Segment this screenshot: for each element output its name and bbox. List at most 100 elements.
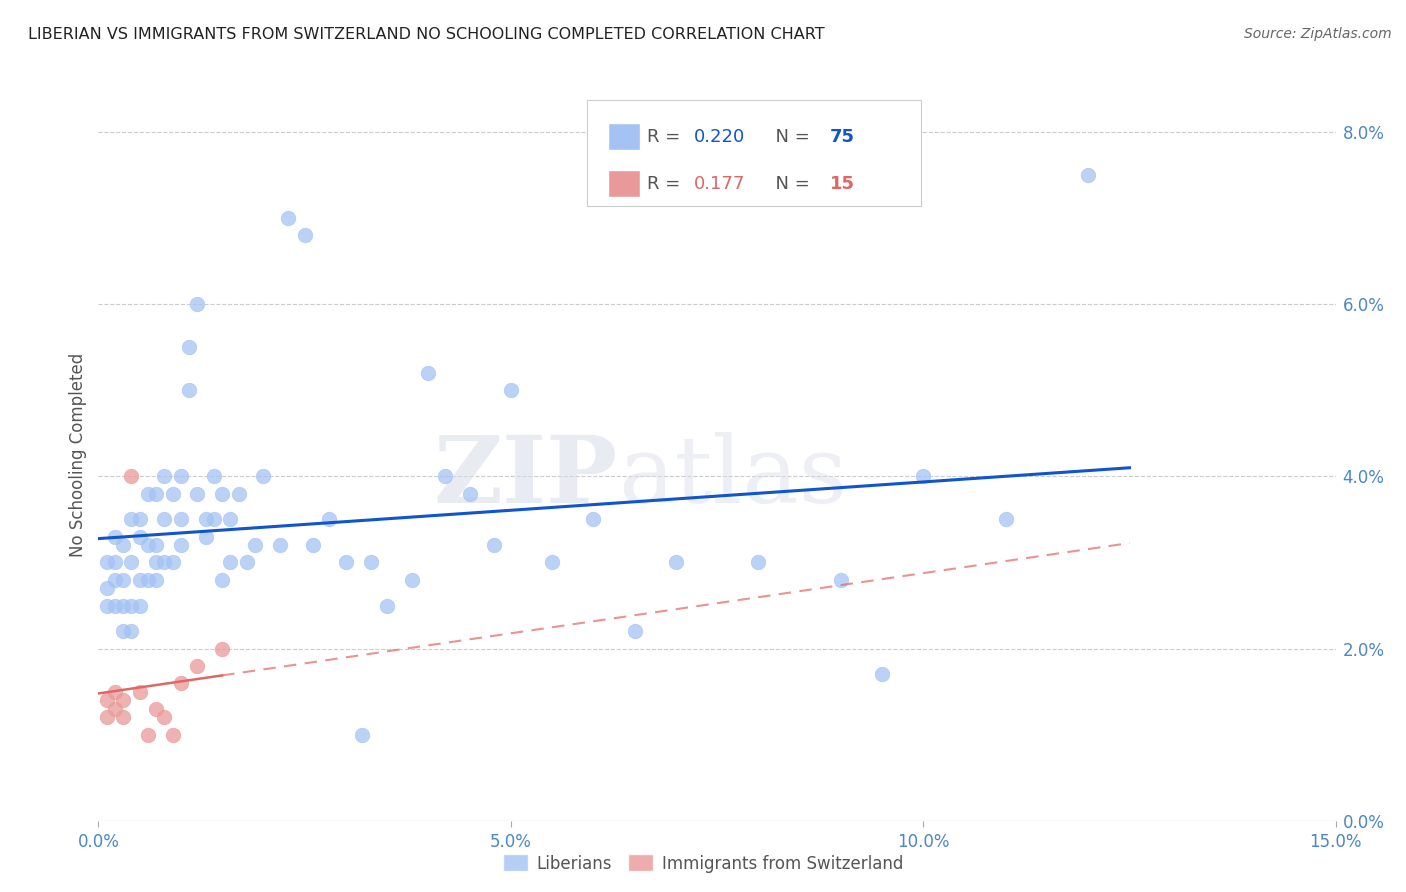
- Point: [112, 710, 135, 724]
- Text: R =: R =: [647, 176, 686, 194]
- Point: [228, 486, 250, 500]
- Point: [219, 556, 242, 570]
- Point: [120, 512, 142, 526]
- Point: [170, 538, 193, 552]
- Point: [104, 684, 127, 698]
- Point: [96, 556, 118, 570]
- Point: [170, 469, 193, 483]
- Point: [541, 556, 564, 570]
- Point: [484, 538, 506, 552]
- Point: [318, 512, 340, 526]
- Text: 15: 15: [830, 176, 855, 194]
- Point: [104, 556, 127, 570]
- Point: [433, 469, 456, 483]
- Point: [120, 624, 142, 639]
- Point: [870, 667, 893, 681]
- Point: [136, 538, 159, 552]
- Point: [145, 486, 167, 500]
- Point: [136, 573, 159, 587]
- Text: R =: R =: [647, 128, 686, 145]
- Point: [96, 693, 118, 707]
- Point: [136, 486, 159, 500]
- Point: [202, 469, 225, 483]
- Point: [112, 573, 135, 587]
- Point: [1077, 168, 1099, 182]
- Point: [112, 624, 135, 639]
- Text: N =: N =: [763, 128, 815, 145]
- Point: [623, 624, 645, 639]
- Text: ZIP: ZIP: [434, 432, 619, 522]
- Point: [104, 599, 127, 613]
- Point: [194, 530, 217, 544]
- Text: LIBERIAN VS IMMIGRANTS FROM SWITZERLAND NO SCHOOLING COMPLETED CORRELATION CHART: LIBERIAN VS IMMIGRANTS FROM SWITZERLAND …: [28, 27, 825, 42]
- Point: [302, 538, 325, 552]
- Point: [170, 676, 193, 690]
- Point: [96, 710, 118, 724]
- Point: [153, 512, 176, 526]
- Point: [128, 573, 150, 587]
- Text: 0.220: 0.220: [693, 128, 745, 145]
- Point: [211, 573, 233, 587]
- Point: [194, 512, 217, 526]
- Point: [458, 486, 481, 500]
- Point: [202, 512, 225, 526]
- Point: [120, 599, 142, 613]
- Point: [128, 684, 150, 698]
- FancyBboxPatch shape: [609, 124, 640, 150]
- Point: [830, 573, 852, 587]
- Text: N =: N =: [763, 176, 815, 194]
- Point: [375, 599, 398, 613]
- Point: [112, 538, 135, 552]
- Point: [104, 702, 127, 716]
- Point: [179, 384, 201, 398]
- Point: [277, 211, 299, 226]
- Point: [170, 512, 193, 526]
- Point: [360, 556, 382, 570]
- Point: [104, 530, 127, 544]
- Point: [243, 538, 266, 552]
- FancyBboxPatch shape: [588, 100, 921, 206]
- Point: [162, 556, 184, 570]
- Point: [912, 469, 935, 483]
- Point: [186, 297, 208, 311]
- Point: [145, 573, 167, 587]
- Legend: Liberians, Immigrants from Switzerland: Liberians, Immigrants from Switzerland: [496, 847, 910, 880]
- Point: [145, 538, 167, 552]
- Point: [582, 512, 605, 526]
- Point: [665, 556, 688, 570]
- Point: [179, 340, 201, 354]
- Point: [252, 469, 274, 483]
- Point: [418, 366, 440, 380]
- Point: [96, 599, 118, 613]
- Point: [120, 469, 142, 483]
- Point: [153, 710, 176, 724]
- Point: [104, 573, 127, 587]
- Point: [145, 702, 167, 716]
- Point: [186, 658, 208, 673]
- Point: [120, 556, 142, 570]
- Point: [128, 512, 150, 526]
- Y-axis label: No Schooling Completed: No Schooling Completed: [69, 353, 87, 557]
- Point: [128, 530, 150, 544]
- Point: [136, 728, 159, 742]
- Point: [994, 512, 1017, 526]
- Point: [335, 556, 357, 570]
- Point: [236, 556, 259, 570]
- Point: [162, 728, 184, 742]
- Point: [294, 228, 316, 243]
- Point: [499, 384, 522, 398]
- Point: [145, 556, 167, 570]
- Text: 75: 75: [830, 128, 855, 145]
- Point: [352, 728, 374, 742]
- Point: [153, 556, 176, 570]
- Point: [269, 538, 291, 552]
- Point: [747, 556, 769, 570]
- Point: [96, 582, 118, 596]
- Point: [162, 486, 184, 500]
- Point: [112, 693, 135, 707]
- Point: [112, 599, 135, 613]
- Point: [219, 512, 242, 526]
- Point: [211, 486, 233, 500]
- Point: [211, 641, 233, 656]
- Text: Source: ZipAtlas.com: Source: ZipAtlas.com: [1244, 27, 1392, 41]
